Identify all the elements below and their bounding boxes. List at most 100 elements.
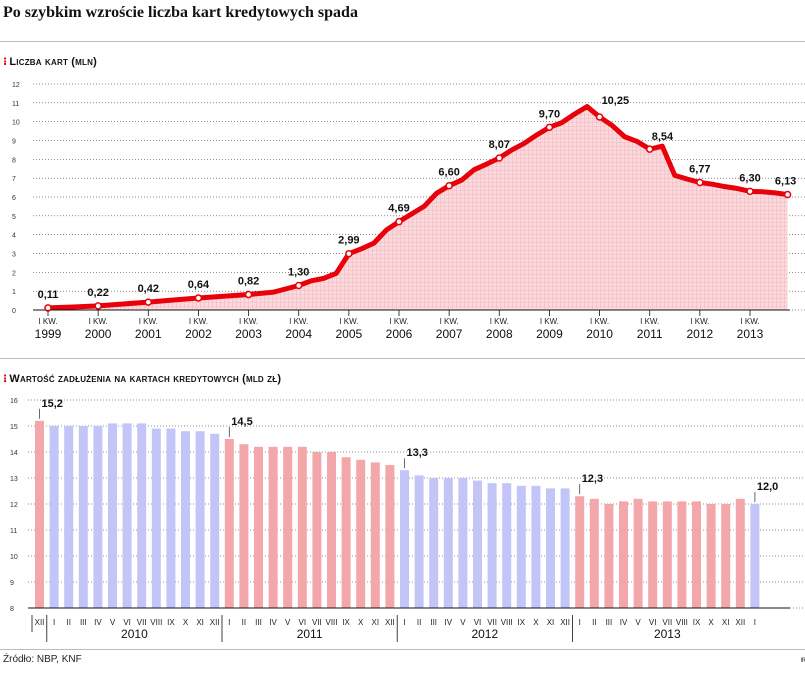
bar	[443, 478, 453, 608]
x-tick-quarter: I KW.	[690, 317, 709, 326]
y-tick-label: 1	[12, 289, 16, 296]
data-label: 0,42	[138, 283, 159, 295]
source-note: Źródło: NBP, KNF	[3, 654, 82, 665]
y-tick-label: 4	[12, 233, 16, 240]
bullet-icon: ⁝	[3, 56, 8, 68]
x-tick-month: IX	[693, 618, 701, 627]
y-tick-label: 14	[10, 450, 18, 457]
x-tick-month: VII	[487, 618, 497, 627]
x-tick-year: 2003	[235, 327, 262, 341]
x-tick-quarter: I KW.	[38, 317, 57, 326]
bar	[137, 423, 147, 608]
bar	[677, 501, 687, 608]
data-label: 15,2	[42, 398, 63, 410]
x-year-label: 2010	[121, 627, 148, 641]
x-tick-month: II	[592, 618, 596, 627]
bar	[560, 488, 570, 608]
bar	[268, 446, 278, 608]
data-label: 6,60	[438, 167, 459, 179]
x-tick-month: XI	[372, 618, 380, 627]
bullet-icon: ⁝	[3, 373, 8, 385]
series-line	[45, 104, 791, 311]
x-tick-quarter: I KW.	[640, 317, 659, 326]
x-tick-quarter: I KW.	[339, 317, 358, 326]
bar	[35, 420, 44, 608]
data-point	[595, 113, 604, 121]
data-label: 12,0	[757, 481, 778, 493]
data-point	[94, 302, 102, 310]
x-tick-year: 2011	[637, 327, 663, 341]
y-tick-label: 2	[12, 270, 16, 277]
area-fill	[48, 106, 788, 310]
bar	[487, 483, 497, 608]
bar	[151, 428, 161, 608]
x-tick-month: III	[430, 618, 437, 627]
bar	[473, 480, 482, 608]
x-tick-quarter: I KW.	[490, 317, 509, 326]
bar	[648, 501, 658, 608]
data-point	[696, 178, 704, 187]
bar	[283, 446, 293, 608]
bar	[516, 485, 526, 608]
x-tick-month: IV	[94, 618, 102, 627]
y-tick-label: 7	[12, 176, 16, 183]
x-tick-month: II	[417, 618, 421, 627]
x-tick-month: VI	[649, 618, 657, 627]
x-tick-month: VIII	[676, 618, 688, 627]
data-point	[244, 290, 253, 299]
x-tick-month: X	[358, 618, 364, 627]
x-tick-month: VIII	[150, 618, 162, 627]
data-label: 8,54	[652, 131, 674, 143]
bar	[458, 478, 468, 608]
publisher-logo: ɩʀ	[800, 655, 805, 664]
x-tick-month: XI	[196, 618, 204, 627]
x-year-label: 2013	[654, 627, 681, 641]
bar	[575, 496, 585, 608]
bar	[633, 498, 643, 608]
x-tick-month: XII	[35, 618, 45, 627]
bar	[108, 423, 117, 608]
x-tick-year: 2006	[386, 327, 413, 341]
x-tick-month: I	[403, 618, 405, 627]
x-tick-year: 2005	[336, 327, 363, 341]
x-tick-month: V	[285, 618, 291, 627]
bar	[356, 459, 366, 608]
x-tick-month: IX	[518, 618, 526, 627]
x-tick-month: XI	[722, 618, 730, 627]
x-tick-quarter: I KW.	[139, 317, 158, 326]
x-tick-month: IX	[342, 618, 350, 627]
data-label: 9,70	[539, 108, 560, 120]
x-tick-quarter: I KW.	[590, 317, 609, 326]
x-tick-quarter: I KW.	[740, 317, 759, 326]
x-tick-month: XI	[547, 618, 555, 627]
x-tick-month: I	[579, 618, 581, 627]
x-tick-quarter: I KW.	[389, 317, 408, 326]
bar	[502, 483, 512, 608]
bar	[692, 501, 701, 608]
bar	[78, 426, 88, 608]
x-tick-month: IV	[269, 618, 277, 627]
chart1-title-text: Liczba kart (mln)	[9, 56, 97, 68]
x-tick-year: 2007	[436, 327, 463, 341]
bar	[166, 428, 176, 608]
data-point	[545, 123, 554, 132]
x-tick-month: VI	[474, 618, 482, 627]
x-tick-year: 1999	[35, 327, 62, 341]
divider	[0, 649, 805, 650]
data-label: 14,5	[231, 416, 252, 428]
y-tick-label: 8	[12, 157, 16, 164]
x-tick-month: XII	[210, 618, 220, 627]
y-tick-label: 11	[10, 528, 17, 535]
bar	[604, 504, 614, 608]
x-tick-year: 2002	[185, 327, 212, 341]
page-title: Po szybkim wzroście liczba kart kredytow…	[3, 4, 358, 21]
bar	[224, 439, 234, 608]
chart2-title: ⁝ Wartość zadłużenia na kartach kredytowy…	[3, 372, 281, 385]
bar	[706, 504, 716, 608]
x-year-label: 2011	[297, 627, 323, 641]
x-tick-month: VII	[137, 618, 147, 627]
x-tick-month: XII	[560, 618, 570, 627]
y-tick-label: 12	[12, 82, 20, 89]
bar	[195, 431, 205, 608]
